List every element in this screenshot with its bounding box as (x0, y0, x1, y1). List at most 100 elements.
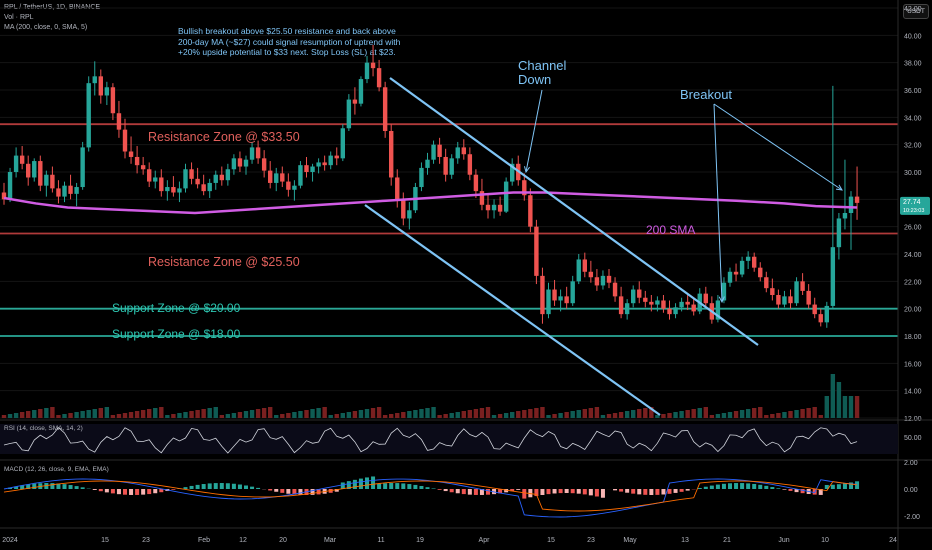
volume-bar (419, 409, 424, 418)
macd-histogram-bar (371, 476, 376, 489)
candle-body (274, 173, 279, 183)
volume-bar (758, 407, 763, 418)
candle-body (92, 76, 97, 84)
volume-bar (479, 408, 485, 418)
macd-histogram-bar (479, 489, 484, 495)
y-tick-label: 34.00 (904, 115, 922, 122)
candle-body (830, 247, 836, 306)
breakout-arrow-left-head (718, 296, 725, 304)
macd-histogram-bar (14, 486, 19, 489)
volume-bar (449, 413, 454, 418)
candle-body (376, 68, 382, 88)
candle-body (98, 76, 103, 96)
volume-bar (401, 412, 406, 418)
volume-bar (189, 411, 194, 418)
resistance-25-label: Resistance Zone @ $25.50 (148, 255, 300, 269)
volume-bar (231, 413, 237, 418)
volume-bar (679, 411, 684, 418)
candle-body (116, 113, 122, 130)
candle-body (721, 282, 727, 301)
volume-bar (382, 415, 388, 418)
volume-bar (304, 410, 309, 418)
macd-histogram-bar (528, 489, 533, 498)
candle-body (431, 144, 436, 160)
macd-histogram-bar (383, 483, 388, 489)
volume-bar (358, 410, 364, 418)
candle-body (703, 293, 708, 304)
candle-body (189, 169, 194, 179)
macd-histogram-bar (298, 489, 303, 495)
x-tick-label: 2024 (2, 537, 18, 544)
x-tick-label: 19 (416, 537, 424, 544)
volume-bar (818, 415, 823, 418)
candle-body (304, 165, 309, 172)
macd-histogram-bar (824, 484, 829, 489)
macd-histogram-bar (516, 489, 521, 490)
candle-body (153, 177, 158, 182)
volume-bar (691, 409, 696, 418)
candle-body (334, 155, 339, 159)
macd-histogram-bar (389, 483, 394, 489)
volume-bar (274, 415, 279, 418)
candle-body (104, 87, 110, 96)
candle-body (473, 174, 479, 192)
candle-body (733, 271, 739, 275)
x-tick-label: Feb (198, 537, 210, 544)
macd-histogram-bar (613, 489, 618, 491)
candle-body (564, 296, 569, 304)
macd-histogram-bar (68, 485, 73, 489)
macd-histogram-bar (510, 489, 515, 492)
macd-histogram-bar (141, 489, 146, 495)
volume-bar (528, 409, 533, 418)
candle-body (782, 296, 787, 305)
candle-body (437, 144, 442, 157)
volume-bar (655, 415, 660, 418)
macd-histogram-bar (365, 477, 369, 489)
volume-bar (280, 414, 285, 418)
volume-bar (612, 413, 618, 418)
candle-body (691, 304, 696, 312)
candle-body (842, 213, 848, 219)
macd-histogram-bar (256, 487, 261, 489)
volume-bar (661, 414, 666, 418)
volume-bar (770, 414, 775, 418)
volume-bar (74, 412, 79, 418)
volume-bar (842, 396, 848, 418)
volume-bar (50, 407, 55, 418)
volume-bar (38, 409, 43, 418)
candle-body (56, 188, 61, 197)
volume-bar (745, 409, 751, 418)
macd-histogram-bar (183, 487, 188, 489)
macd-histogram-bar (231, 483, 236, 489)
candle-body (110, 87, 116, 114)
volume-bar (140, 410, 146, 418)
volume-bar (122, 413, 128, 418)
rsi-line (3, 427, 858, 454)
candle-body (673, 307, 678, 315)
candle-body (425, 159, 430, 168)
candle-body (201, 184, 206, 192)
candle-body (286, 181, 291, 190)
x-tick-label: 13 (681, 537, 689, 544)
volume-bar (467, 410, 473, 418)
macd-histogram-bar (358, 478, 363, 489)
sma-200-line (3, 191, 858, 215)
macd-histogram-bar (746, 483, 751, 489)
y-tick-label: 38.00 (904, 61, 922, 68)
macd-histogram-bar (461, 489, 466, 495)
macd-histogram-bar (431, 488, 436, 489)
volume-bar (461, 411, 466, 418)
macd-histogram-bar (237, 484, 242, 489)
volume-bar (491, 415, 497, 418)
candle-body (407, 210, 412, 219)
volume-bar (370, 408, 376, 418)
volume-bar (134, 411, 140, 418)
candle-body (606, 275, 612, 283)
candle-body (358, 79, 364, 104)
currency-unit-button[interactable]: USDT (903, 4, 929, 19)
macd-histogram-bar (32, 483, 37, 489)
macd-histogram-bar (310, 489, 315, 495)
candle-body (594, 277, 600, 286)
macd-histogram-bar (116, 489, 121, 495)
